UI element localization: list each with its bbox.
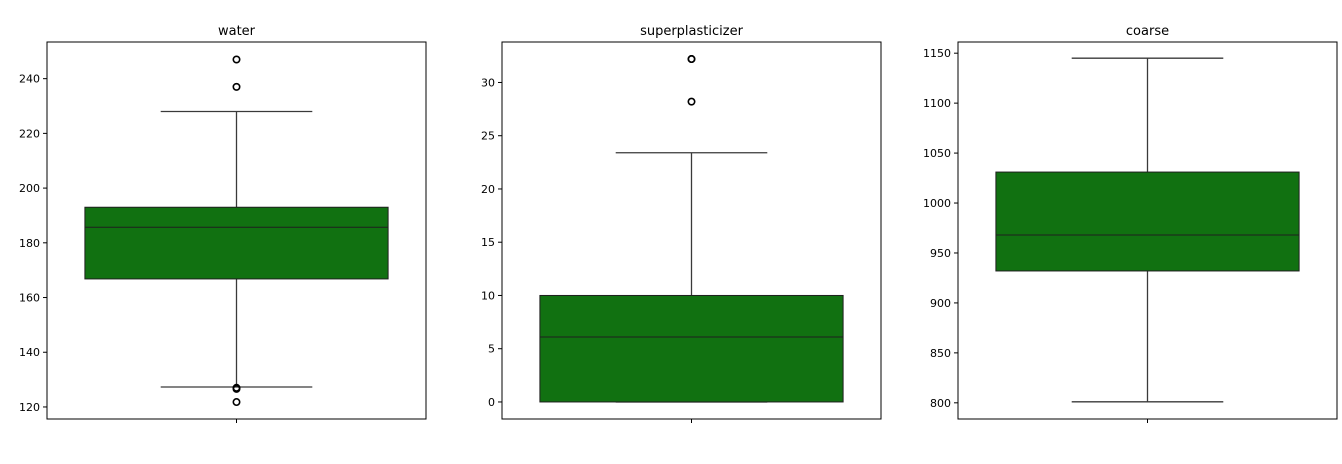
y-tick-label: 220 bbox=[19, 127, 40, 140]
y-tick-label: 1000 bbox=[923, 197, 951, 210]
y-tick-label: 900 bbox=[930, 297, 951, 310]
y-tick-label: 0 bbox=[488, 396, 495, 409]
chart-title: coarse bbox=[1126, 24, 1169, 39]
y-tick-label: 20 bbox=[481, 183, 495, 196]
y-tick-label: 200 bbox=[19, 182, 40, 195]
outlier-point bbox=[687, 55, 696, 64]
y-tick-label: 850 bbox=[930, 347, 951, 360]
iqr-box bbox=[995, 171, 1300, 272]
y-tick-label: 10 bbox=[481, 289, 495, 302]
y-tick-label: 5 bbox=[488, 343, 495, 356]
y-tick-label: 950 bbox=[930, 247, 951, 260]
iqr-box bbox=[84, 206, 389, 280]
iqr-box bbox=[539, 294, 844, 403]
y-tick-label: 180 bbox=[19, 237, 40, 250]
y-tick-label: 140 bbox=[19, 346, 40, 359]
chart-title: water bbox=[218, 24, 256, 39]
chart-panel-1: water 120 140 160 180 200 220 240 bbox=[19, 24, 427, 423]
outlier-point bbox=[232, 82, 241, 91]
y-tick-label: 160 bbox=[19, 292, 40, 305]
y-tick-label: 25 bbox=[481, 130, 495, 143]
y-tick-label: 1150 bbox=[923, 47, 951, 60]
outlier-point bbox=[687, 97, 696, 106]
y-tick-label: 800 bbox=[930, 397, 951, 410]
outlier-point bbox=[232, 55, 241, 64]
outlier-point bbox=[232, 398, 241, 407]
y-tick-label: 240 bbox=[19, 73, 40, 86]
y-tick-label: 1050 bbox=[923, 147, 951, 160]
chart-panel-3: coarse 800 850 900 950 1000 1050 1100 1150 bbox=[923, 24, 1338, 423]
y-tick-label: 30 bbox=[481, 76, 495, 89]
y-tick-label: 120 bbox=[19, 401, 40, 414]
y-tick-label: 1100 bbox=[923, 97, 951, 110]
outlier-point bbox=[232, 383, 241, 392]
chart-title: superplasticizer bbox=[640, 24, 744, 39]
chart-panel-2: superplasticizer 0 5 10 15 20 25 30 bbox=[481, 24, 882, 423]
y-tick-label: 15 bbox=[481, 236, 495, 249]
